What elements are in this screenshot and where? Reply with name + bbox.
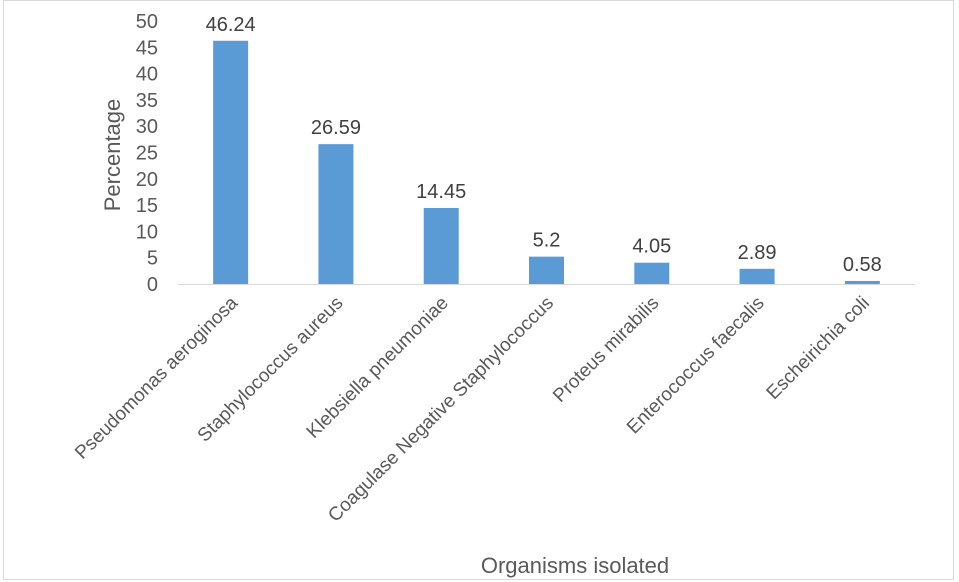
bar	[213, 40, 249, 284]
data-label: 5.2	[533, 230, 561, 252]
y-tick-label: 45	[136, 37, 158, 59]
data-label: 0.58	[843, 254, 882, 276]
chart-frame	[3, 0, 954, 580]
bar	[529, 256, 564, 284]
y-tick-label: 0	[147, 274, 158, 296]
y-axis-title: Percentage	[100, 99, 125, 212]
y-axis-ticks: 0 5 10 15 20 25 30 35 40 45 50	[136, 11, 158, 296]
y-tick-label: 50	[136, 11, 158, 33]
data-labels: 46.24 26.59 14.45 5.2 4.05 2.89 0.58	[206, 14, 882, 276]
y-tick-label: 35	[136, 90, 158, 112]
data-label: 46.24	[206, 14, 256, 36]
data-label: 4.05	[632, 236, 671, 258]
category-label: Coagulase Negative Staphylococcus	[324, 293, 558, 527]
x-axis-title: Organisms isolated	[481, 553, 669, 578]
y-tick-label: 15	[136, 195, 158, 217]
y-tick-label: 5	[147, 248, 158, 270]
bar	[739, 268, 775, 284]
bar	[844, 280, 880, 284]
bars	[213, 40, 880, 284]
category-label: Escheirichia coli	[763, 293, 874, 404]
data-label: 26.59	[311, 117, 361, 139]
y-tick-label: 20	[136, 169, 158, 191]
y-tick-label: 40	[136, 64, 158, 86]
bar	[318, 144, 354, 284]
bar	[423, 207, 459, 284]
data-label: 14.45	[416, 181, 466, 203]
bar	[634, 262, 670, 284]
category-label: Proteus mirabilis	[549, 293, 663, 407]
y-tick-label: 10	[136, 221, 158, 243]
y-tick-label: 30	[136, 116, 158, 138]
y-tick-label: 25	[136, 143, 158, 165]
data-label: 2.89	[738, 242, 777, 264]
